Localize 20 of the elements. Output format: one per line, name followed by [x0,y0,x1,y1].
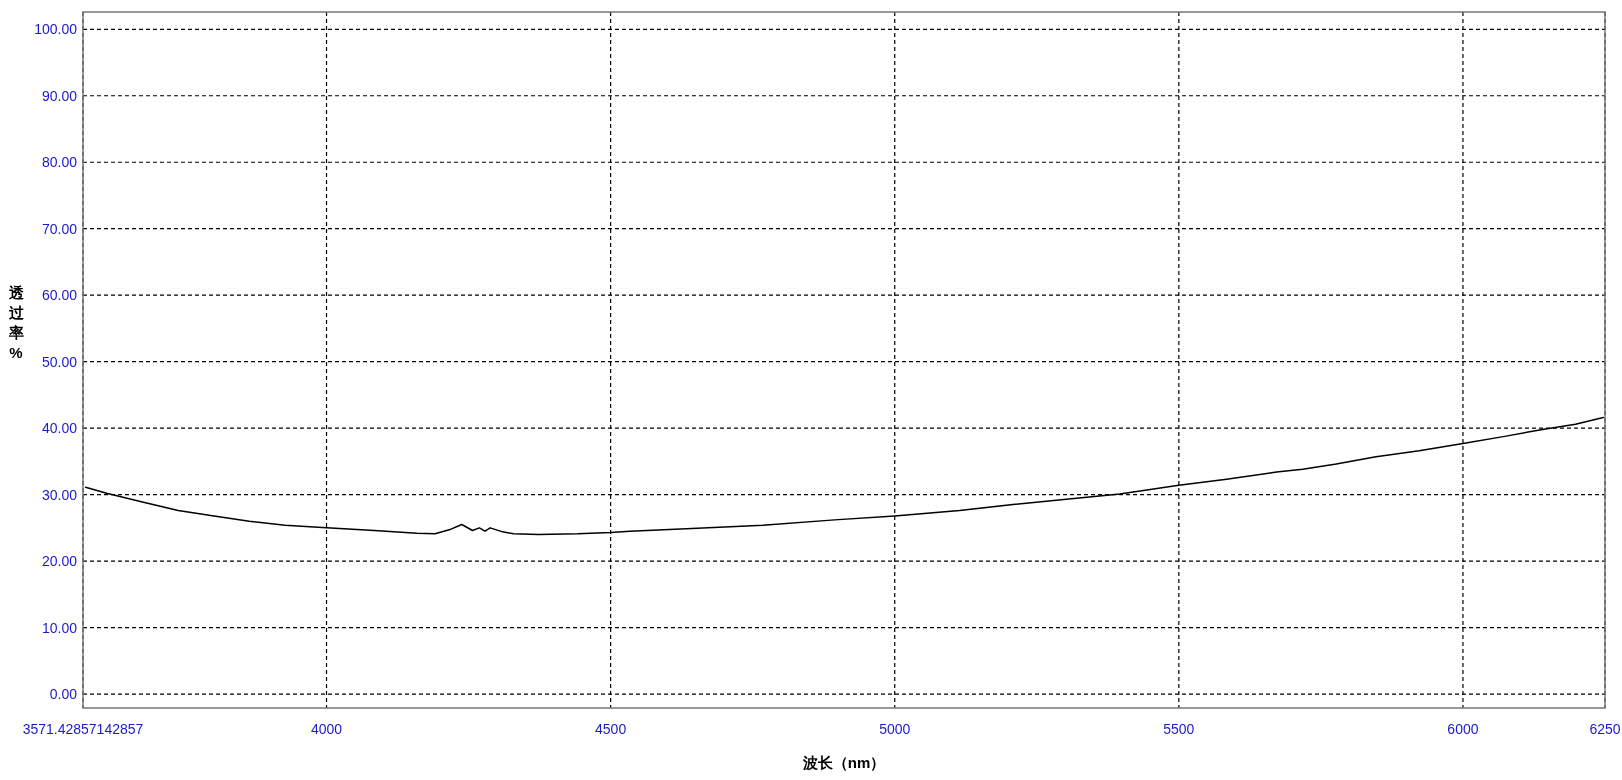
x-tick-label: 4500 [595,721,627,737]
y-tick-label: 70.00 [41,220,78,237]
y-tick-label: 10.00 [41,619,78,636]
y-axis-title: 透过率% [7,284,25,362]
y-tick-label: 0.00 [49,686,78,703]
y-tick-label: 90.00 [41,87,78,104]
x-tick-label: 4000 [310,721,343,737]
y-tick-label: 20.00 [41,553,78,570]
x-axis-title: 波长（nm） [801,754,886,771]
y-tick-label: 30.00 [41,486,78,503]
y-tick-label: 40.00 [41,420,78,437]
y-tick-label: 60.00 [41,287,78,304]
y-tick-label: 80.00 [41,154,78,171]
y-tick-label: 50.00 [41,353,78,370]
x-tick-label: 5500 [1163,721,1195,737]
x-tick-label: 6250 [1589,721,1621,737]
x-tick-label: 3571.42857142857 [22,721,144,737]
x-tick-label: 6000 [1447,721,1479,737]
x-tick-label: 5000 [879,721,911,737]
y-tick-label: 100.00 [34,21,78,38]
